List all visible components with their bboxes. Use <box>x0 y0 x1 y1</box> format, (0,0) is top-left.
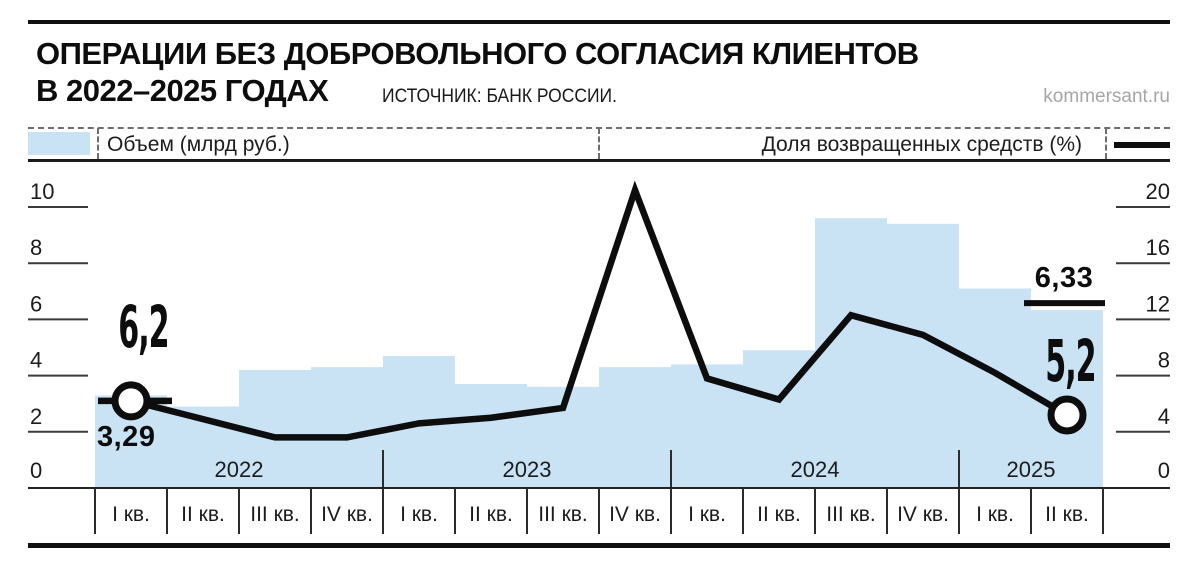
top-rule <box>28 20 1170 24</box>
volume-bar <box>455 384 527 488</box>
legend-divider <box>1105 128 1107 159</box>
quarter-label: I кв. <box>976 503 1014 526</box>
volume-bar <box>311 367 383 488</box>
legend-divider <box>598 128 600 159</box>
volume-bar <box>599 367 671 488</box>
quarter-label: III кв. <box>826 503 876 526</box>
year-label: 2022 <box>215 457 264 482</box>
volume-bar <box>887 223 959 489</box>
line-endpoint-marker <box>1047 395 1087 435</box>
source-label: ИСТОЧНИК: БАНК РОССИИ. <box>382 86 617 107</box>
left-axis-label: 8 <box>30 235 42 260</box>
left-axis-label: 0 <box>30 458 42 483</box>
volume-legend-swatch <box>28 132 90 155</box>
share-legend-swatch <box>1114 142 1170 148</box>
legend-divider <box>97 128 99 159</box>
right-axis-label: 0 <box>1158 458 1170 483</box>
bottom-rule <box>28 543 1170 548</box>
quarter-label: I кв. <box>112 503 150 526</box>
quarter-label: IV кв. <box>897 503 949 526</box>
quarter-label: II кв. <box>469 503 513 526</box>
share-line <box>130 180 1069 441</box>
quarter-label: I кв. <box>400 503 438 526</box>
quarter-label: II кв. <box>1045 503 1089 526</box>
left-axis-label: 6 <box>30 291 42 316</box>
left-axis-label: 2 <box>30 404 42 429</box>
page-title-line1: ОПЕРАЦИИ БЕЗ ДОБРОВОЛЬНОГО СОГЛАСИЯ КЛИЕ… <box>36 36 919 71</box>
quarter-label: IV кв. <box>321 503 373 526</box>
share-legend-label: Доля возвращенных средств (%) <box>761 133 1082 156</box>
left-axis-label: 10 <box>30 179 54 204</box>
quarter-label: III кв. <box>250 503 300 526</box>
quarter-label: II кв. <box>181 503 225 526</box>
quarter-label: II кв. <box>757 503 801 526</box>
quarter-label: III кв. <box>538 503 588 526</box>
year-label: 2023 <box>503 457 552 482</box>
first-volume-value: 3,29 <box>97 421 156 453</box>
volume-legend-label: Объем (млрд руб.) <box>107 133 290 156</box>
quarter-label: IV кв. <box>609 503 661 526</box>
year-label: 2025 <box>1007 457 1056 482</box>
right-axis-label: 20 <box>1146 179 1170 204</box>
legend-bottom-rule <box>28 159 1170 162</box>
site-watermark: kommersant.ru <box>1043 86 1170 107</box>
line-endpoint-marker <box>111 381 151 421</box>
first-share-value: 6,2 <box>118 293 169 361</box>
right-axis-label: 12 <box>1146 291 1170 316</box>
volume-bar <box>815 218 887 489</box>
year-label: 2024 <box>791 457 840 482</box>
last-share-value: 5,2 <box>1045 327 1096 395</box>
left-axis-label: 4 <box>30 348 42 373</box>
right-axis-label: 4 <box>1158 404 1170 429</box>
right-axis-label: 16 <box>1146 235 1170 260</box>
quarter-label: I кв. <box>688 503 726 526</box>
page-title-line2: В 2022–2025 ГОДАХ <box>36 73 329 108</box>
last-volume-value: 6,33 <box>1034 262 1094 294</box>
right-axis-label: 8 <box>1158 348 1170 373</box>
